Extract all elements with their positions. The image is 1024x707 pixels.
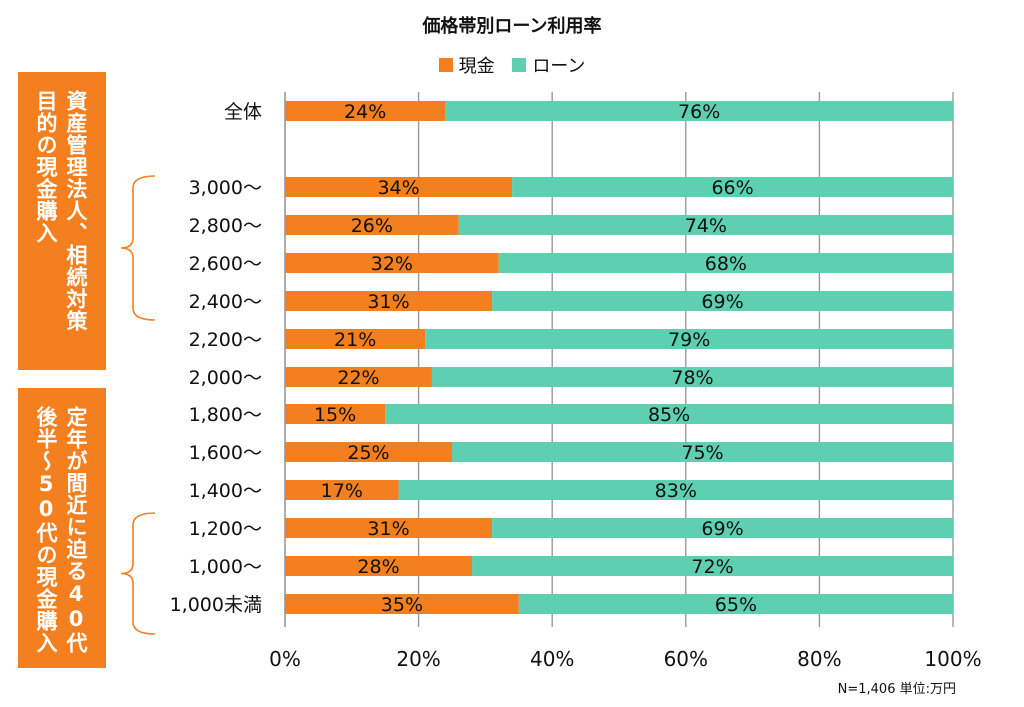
x-tick-label: 40% (530, 647, 574, 671)
data-label-cash: 22% (337, 367, 379, 389)
bar-segment-cash (285, 480, 399, 500)
bar-segment-loan (492, 291, 953, 311)
data-label-cash: 24% (344, 101, 386, 123)
bar-segment-cash (285, 101, 446, 121)
data-label-cash: 31% (367, 291, 409, 313)
bar-segment-cash (285, 442, 452, 462)
annotation-box-upper: 資産管理法人、相続対策 目的の現金購入 (18, 72, 106, 370)
data-label-cash: 17% (321, 480, 363, 502)
data-label-loan: 69% (701, 291, 743, 313)
legend-label-cash: 現金 (458, 56, 495, 77)
legend-swatch-loan (512, 58, 527, 72)
bar-segment-cash (285, 253, 499, 273)
bar-segment-loan (452, 442, 953, 462)
x-tick-label: 60% (664, 647, 708, 671)
data-label-loan: 83% (655, 480, 697, 502)
bar-segment-loan (431, 367, 954, 387)
x-tick-label: 80% (797, 647, 841, 671)
annotation-lower-line-1: 定年が間近に迫る40代 (64, 406, 88, 654)
category-label: 1,800～ (189, 404, 262, 426)
category-label: 1,000未満 (170, 594, 262, 616)
bar-segment-cash (285, 177, 513, 197)
category-label: 全体 (224, 101, 262, 123)
bar-segment-loan (498, 253, 953, 273)
data-label-cash: 25% (347, 442, 389, 464)
bar-segment-loan (425, 329, 953, 349)
footnote: N=1,406 単位:万円 (837, 682, 956, 697)
legend-item-cash: 現金 (438, 52, 495, 78)
annotation-upper-line-1: 資産管理法人、相続対策 (64, 90, 88, 332)
category-label: 3,000～ (189, 177, 262, 199)
data-label-cash: 31% (367, 518, 409, 540)
chart-title: 価格帯別ローン利用率 (422, 16, 602, 37)
bar-segment-loan (512, 177, 953, 197)
bar-segment-loan (518, 594, 953, 614)
data-label-loan: 76% (678, 101, 720, 123)
category-label: 1,000～ (189, 556, 262, 578)
bar-segment-cash (285, 594, 519, 614)
data-label-loan: 68% (705, 253, 747, 275)
bar-segment-cash (285, 404, 386, 424)
data-label-cash: 26% (351, 215, 393, 237)
category-label: 2,400～ (189, 291, 262, 313)
bar-segment-loan (458, 215, 953, 235)
legend-item-loan: ローン (512, 52, 585, 78)
category-label: 1,400～ (189, 480, 262, 502)
legend-swatch-cash (438, 58, 453, 72)
brackets-layer (120, 175, 156, 635)
grid-layer (284, 92, 954, 627)
data-label-loan: 75% (681, 442, 723, 464)
data-label-loan: 78% (671, 367, 713, 389)
data-label-cash: 21% (334, 329, 376, 351)
bar-segment-loan (398, 480, 953, 500)
data-label-loan: 72% (691, 556, 733, 578)
bar-segment-cash (285, 367, 432, 387)
category-label: 2,200～ (189, 329, 262, 351)
data-label-loan: 74% (685, 215, 727, 237)
bar-segment-loan (492, 518, 953, 538)
data-label-cash: 28% (357, 556, 399, 578)
bracket-lower-group (120, 512, 156, 635)
bracket-upper-group (120, 175, 156, 321)
bar-segment-cash (285, 215, 459, 235)
category-label: 2,800～ (189, 215, 262, 237)
legend-label-loan: ローン (532, 56, 586, 77)
data-label-cash: 15% (314, 404, 356, 426)
legend: 現金 ローン (0, 52, 1024, 78)
annotation-upper-line-2: 目的の現金購入 (34, 90, 58, 244)
bars-layer (285, 101, 954, 614)
bar-segment-cash (285, 291, 493, 311)
data-label-loan: 79% (668, 329, 710, 351)
x-tick-label: 0% (269, 647, 301, 671)
bar-segment-cash (285, 329, 426, 349)
x-tick-label: 20% (396, 647, 440, 671)
bar-segment-loan (385, 404, 953, 424)
data-label-loan: 69% (701, 518, 743, 540)
x-tick-label: 100% (924, 647, 981, 671)
annotation-lower-line-2: 後半～50代の現金購入 (34, 406, 58, 654)
data-label-cash: 34% (377, 177, 419, 199)
data-label-cash: 35% (381, 594, 423, 616)
bar-segment-cash (285, 556, 473, 576)
bar-segment-cash (285, 518, 493, 538)
data-label-loan: 65% (715, 594, 757, 616)
data-label-loan: 85% (648, 404, 690, 426)
bar-segment-loan (445, 101, 953, 121)
data-label-cash: 32% (371, 253, 413, 275)
labels-layer: 0% 20% 40% 60% 80% 100% 全体 24% 76% 3,000～ 34% 66% 2,… (170, 101, 982, 671)
category-label: 2,600～ (189, 253, 262, 275)
category-label: 2,000～ (189, 367, 262, 389)
category-label: 1,200～ (189, 518, 262, 540)
category-label: 1,600～ (189, 442, 262, 464)
annotation-box-lower: 定年が間近に迫る40代 後半～50代の現金購入 (18, 388, 106, 668)
bar-segment-loan (472, 556, 953, 576)
data-label-loan: 66% (711, 177, 753, 199)
